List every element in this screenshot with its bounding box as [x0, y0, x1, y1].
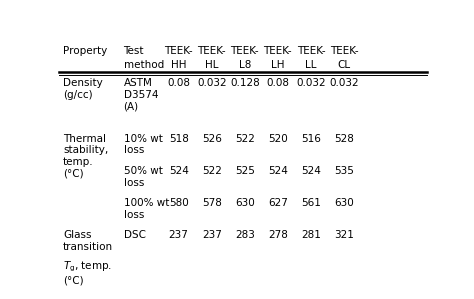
Text: 0.128: 0.128 — [230, 78, 260, 89]
Text: TEEK-: TEEK- — [230, 46, 259, 56]
Text: 522: 522 — [202, 166, 222, 176]
Text: 278: 278 — [268, 231, 288, 240]
Text: 524: 524 — [169, 166, 189, 176]
Text: HH: HH — [171, 60, 186, 70]
Text: 520: 520 — [268, 134, 288, 144]
Text: TEEK-: TEEK- — [264, 46, 292, 56]
Text: 578: 578 — [202, 198, 222, 208]
Text: HL: HL — [205, 60, 219, 70]
Text: 237: 237 — [169, 231, 189, 240]
Text: 518: 518 — [169, 134, 189, 144]
Text: 516: 516 — [301, 134, 321, 144]
Text: 0.032: 0.032 — [296, 78, 326, 89]
Text: LL: LL — [305, 60, 317, 70]
Text: Density
(g/cc): Density (g/cc) — [63, 78, 103, 100]
Text: Thermal
stability,
temp.
(°C): Thermal stability, temp. (°C) — [63, 134, 108, 179]
Text: 50% wt
loss: 50% wt loss — [124, 166, 163, 187]
Text: 0.032: 0.032 — [197, 78, 227, 89]
Text: 524: 524 — [301, 166, 321, 176]
Text: 528: 528 — [334, 134, 354, 144]
Text: ASTM
D3574
(A): ASTM D3574 (A) — [124, 78, 158, 112]
Text: 0.032: 0.032 — [329, 78, 359, 89]
Text: 630: 630 — [235, 198, 255, 208]
Text: 10% wt
loss: 10% wt loss — [124, 134, 163, 155]
Text: $T_{\rm g}$, temp.
(°C): $T_{\rm g}$, temp. (°C) — [63, 260, 112, 286]
Text: TEEK-: TEEK- — [329, 46, 358, 56]
Text: TEEK-: TEEK- — [297, 46, 325, 56]
Text: 100% wt
loss: 100% wt loss — [124, 198, 169, 220]
Text: 321: 321 — [334, 231, 354, 240]
Text: 535: 535 — [334, 166, 354, 176]
Text: 522: 522 — [235, 134, 255, 144]
Text: TEEK-: TEEK- — [164, 46, 193, 56]
Text: 237: 237 — [202, 231, 222, 240]
Text: Property: Property — [63, 46, 107, 56]
Text: LH: LH — [271, 60, 284, 70]
Text: 561: 561 — [301, 198, 321, 208]
Text: CL: CL — [337, 60, 350, 70]
Text: 283: 283 — [235, 231, 255, 240]
Text: 630: 630 — [334, 198, 354, 208]
Text: 525: 525 — [235, 166, 255, 176]
Text: 281: 281 — [301, 231, 321, 240]
Text: Glass
transition: Glass transition — [63, 231, 113, 252]
Text: 0.08: 0.08 — [266, 78, 289, 89]
Text: 627: 627 — [268, 198, 288, 208]
Text: 0.08: 0.08 — [167, 78, 190, 89]
Text: method: method — [124, 60, 164, 70]
Text: 524: 524 — [268, 166, 288, 176]
Text: DSC: DSC — [124, 231, 146, 240]
Text: TEEK-: TEEK- — [197, 46, 226, 56]
Text: 580: 580 — [169, 198, 189, 208]
Text: 526: 526 — [202, 134, 222, 144]
Text: L8: L8 — [238, 60, 251, 70]
Text: Test: Test — [124, 46, 144, 56]
